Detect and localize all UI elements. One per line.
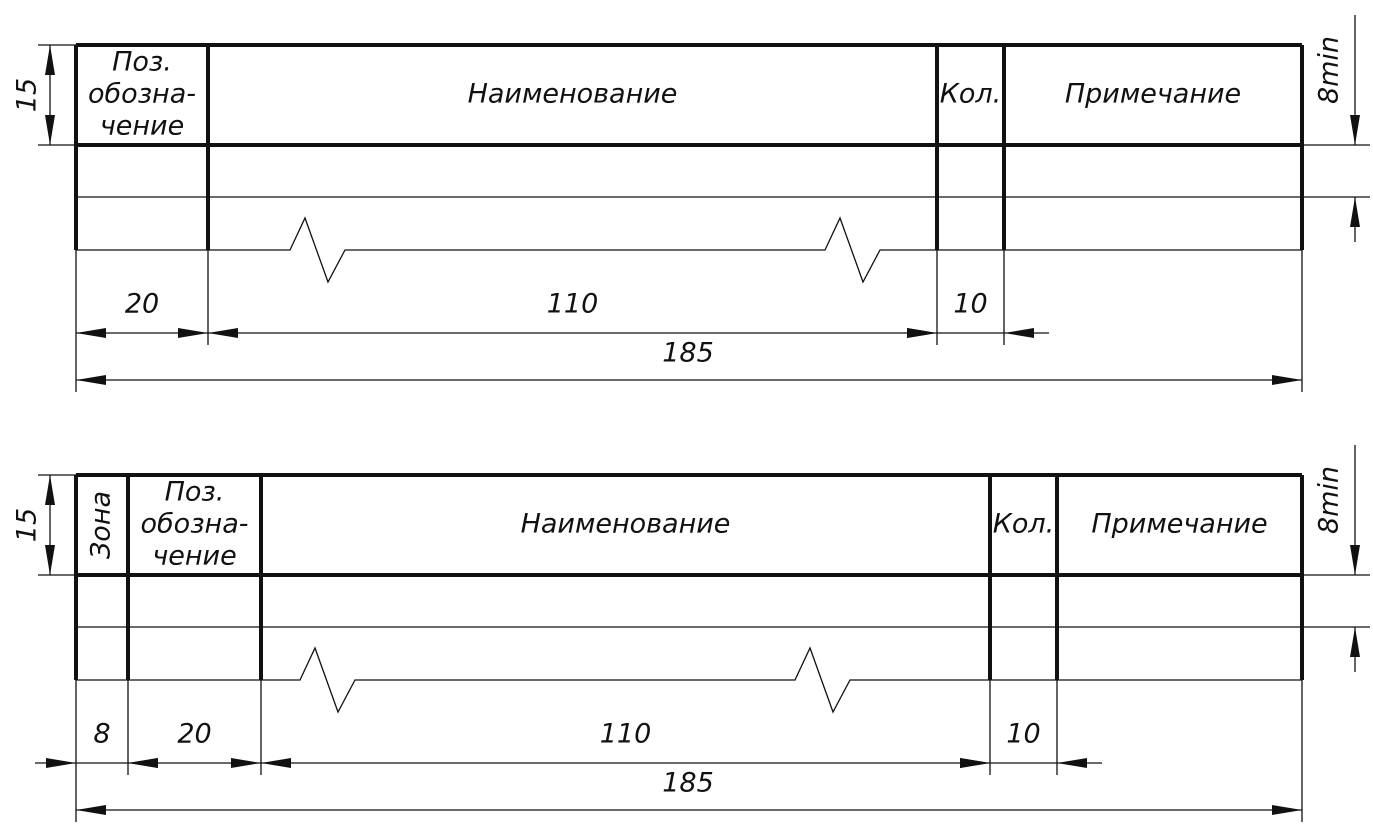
arrowhead (46, 758, 76, 768)
arrowhead (1350, 115, 1360, 145)
arrowhead (1350, 545, 1360, 575)
dimension-label: 8min (1314, 36, 1345, 104)
break-line (76, 646, 1302, 714)
column-header: Наименование (521, 509, 731, 540)
arrowhead (76, 805, 106, 815)
column-header: Зона (86, 491, 117, 559)
column-header: Кол. (940, 79, 1002, 110)
column-header: чение (100, 111, 184, 142)
arrowhead (128, 758, 158, 768)
break-line (76, 216, 1302, 284)
arrowhead (960, 758, 990, 768)
column-header: обозна- (88, 79, 196, 110)
dimension-label: 20 (125, 289, 159, 320)
arrowhead (208, 328, 238, 338)
dimension-label: 10 (1006, 719, 1040, 750)
arrowhead (907, 328, 937, 338)
arrowhead (45, 475, 55, 505)
dimension-label: 185 (662, 768, 714, 799)
dimension-label: 20 (177, 719, 211, 750)
column-header: Поз. (112, 47, 172, 78)
dimension-label: 110 (600, 719, 652, 750)
dimension-label: 15 (12, 508, 43, 542)
dimension-label: 15 (12, 78, 43, 112)
dimension-label: 10 (953, 289, 987, 320)
arrowhead (261, 758, 291, 768)
column-header: Поз. (165, 477, 225, 508)
arrowhead (1272, 375, 1302, 385)
arrowhead (1350, 627, 1360, 657)
arrowhead (1057, 758, 1087, 768)
dimension-label: 110 (547, 289, 599, 320)
column-header: Примечание (1091, 509, 1267, 540)
column-header: чение (152, 541, 236, 572)
column-header: Примечание (1065, 79, 1241, 110)
arrowhead (178, 328, 208, 338)
dimension-label: 8 (93, 719, 110, 750)
column-header: Кол. (993, 509, 1055, 540)
arrowhead (1350, 197, 1360, 227)
dimension-label: 185 (662, 338, 714, 369)
arrowhead (1004, 328, 1034, 338)
arrowhead (1272, 805, 1302, 815)
arrowhead (231, 758, 261, 768)
column-header: Наименование (468, 79, 678, 110)
arrowhead (45, 45, 55, 75)
arrowhead (45, 545, 55, 575)
arrowhead (45, 115, 55, 145)
arrowhead (76, 328, 106, 338)
arrowhead (76, 375, 106, 385)
column-header: обозна- (141, 509, 249, 540)
dimension-label: 8min (1314, 466, 1345, 534)
